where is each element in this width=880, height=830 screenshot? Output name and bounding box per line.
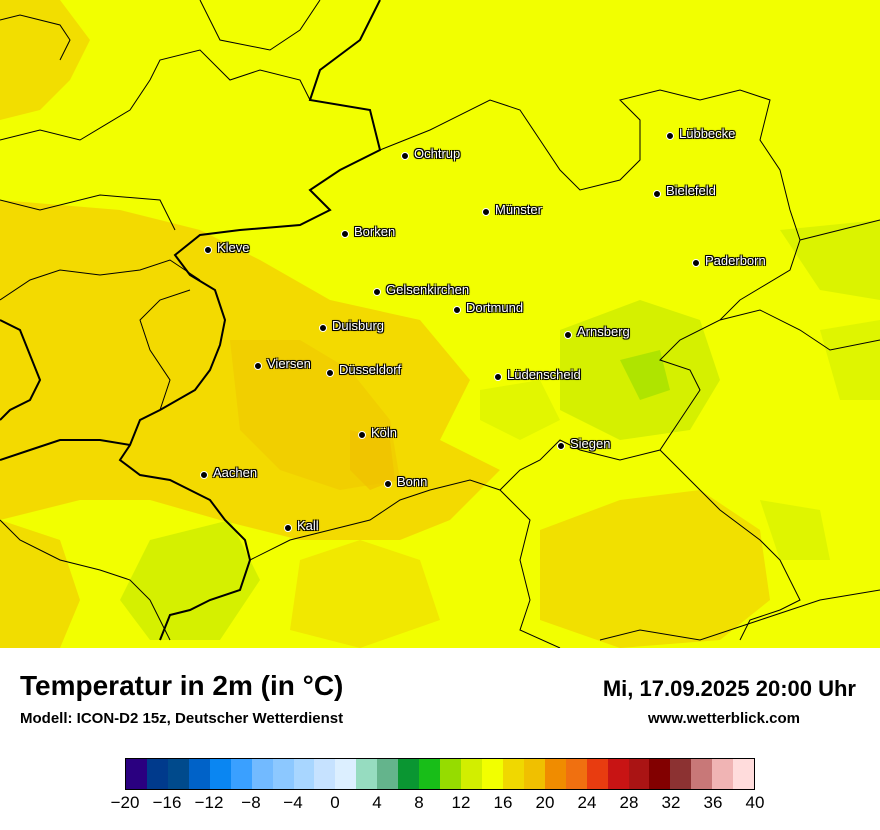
city-label-aachen: Aachen (213, 465, 258, 480)
city-dot-aachen (200, 471, 208, 479)
city-label-ochtrup: Ochtrup (414, 146, 461, 161)
city-dot-dortmund (453, 306, 461, 314)
city-label-gelsenkirchen: Gelsenkirchen (386, 282, 470, 297)
colorbar-segment (272, 759, 294, 789)
city-label-kall: Kall (297, 518, 319, 533)
colorbar-segment (209, 759, 231, 789)
city-dot-arnsberg (564, 331, 572, 339)
city-dot-kall (284, 524, 292, 532)
colorbar-segment (481, 759, 503, 789)
colorbar-segment (440, 759, 461, 789)
colorbar-segment (691, 759, 713, 789)
city-label-bielefeld: Bielefeld (666, 183, 716, 198)
city-label-muenster: Münster (495, 202, 542, 217)
colorbar-tick-label: 4 (372, 793, 382, 812)
city-label-siegen: Siegen (570, 436, 611, 451)
colorbar-segment (628, 759, 650, 789)
city-label-arnsberg: Arnsberg (577, 324, 630, 339)
city-dot-duesseldorf (326, 369, 334, 377)
colorbar-tick-label: −16 (152, 793, 182, 812)
colorbar-segment (461, 759, 482, 789)
map-title: Temperatur in 2m (in °C) (20, 670, 344, 701)
colorbar-segment (670, 759, 692, 789)
city-label-borken: Borken (354, 224, 396, 239)
colorbar-segment (146, 759, 168, 789)
colorbar-segment (167, 759, 189, 789)
colorbar-tick-label: 8 (414, 793, 424, 812)
colorbar-segment (126, 759, 147, 789)
city-dot-luedenscheid (494, 373, 502, 381)
city-dot-bielefeld (653, 190, 661, 198)
city-label-luebbecke: Lübbecke (679, 126, 736, 141)
city-dot-ochtrup (401, 152, 409, 160)
city-dot-siegen (557, 442, 565, 450)
city-dot-bonn (384, 480, 392, 488)
city-label-viersen: Viersen (267, 356, 311, 371)
colorbar-segment (712, 759, 734, 789)
website-link[interactable]: www.wetterblick.com (648, 710, 800, 727)
colorbar-tick-label: 36 (703, 793, 723, 812)
colorbar-tick-label: 40 (745, 793, 765, 812)
city-label-kleve: Kleve (217, 240, 250, 255)
city-dot-viersen (254, 362, 262, 370)
colorbar-tick-label: −20 (110, 793, 140, 812)
city-label-duisburg: Duisburg (332, 318, 385, 333)
colorbar-tick-label: 20 (535, 793, 555, 812)
colorbar-segment (544, 759, 566, 789)
colorbar-tick-label: 24 (577, 793, 597, 812)
colorbar-segment (523, 759, 545, 789)
colorbar-tick-label: 0 (330, 793, 340, 812)
colorbar-segment (377, 759, 399, 789)
city-label-koeln: Köln (371, 425, 398, 440)
colorbar-segment (502, 759, 524, 789)
colorbar-segment (565, 759, 587, 789)
colorbar-segment (230, 759, 252, 789)
colorbar-tick-label: 28 (619, 793, 639, 812)
colorbar-ticks: −20 −16 −12 −8 −4 0 4 8 12 16 20 24 28 32 36 40 (111, 793, 765, 817)
city-dot-paderborn (692, 259, 700, 267)
colorbar-tick-label: 16 (493, 793, 513, 812)
temperature-map: Lübbecke Ochtrup Bielefeld Münster Borke… (0, 0, 880, 648)
model-info: Modell: ICON-D2 15z, Deutscher Wetterdie… (20, 710, 344, 727)
colorbar-tick-label: −12 (194, 793, 224, 812)
colorbar-tick-label: −8 (241, 793, 261, 812)
colorbar-segment (314, 759, 336, 789)
colorbar-segment (419, 759, 441, 789)
city-dot-koeln (358, 431, 366, 439)
colorbar-segment (293, 759, 315, 789)
city-dot-luebbecke (666, 132, 674, 140)
city-dot-duisburg (319, 324, 327, 332)
forecast-datetime: Mi, 17.09.2025 20:00 Uhr (602, 676, 856, 701)
colorbar-tick-label: 12 (451, 793, 471, 812)
city-label-luedenscheid: Lüdenscheid (507, 367, 581, 382)
city-dot-gelsenkirchen (373, 288, 381, 296)
temperature-colorbar (125, 758, 755, 790)
colorbar-segment (649, 759, 671, 789)
colorbar-tick-label: −4 (283, 793, 303, 812)
city-label-paderborn: Paderborn (705, 253, 766, 268)
colorbar-segment (188, 759, 210, 789)
colorbar-segment (733, 759, 755, 789)
colorbar-tick-label: 32 (661, 793, 681, 812)
city-dot-borken (341, 230, 349, 238)
colorbar-segment (251, 759, 273, 789)
colorbar-segment (586, 759, 608, 789)
colorbar-segment (398, 759, 420, 789)
colorbar-segment (607, 759, 629, 789)
city-label-duesseldorf: Düsseldorf (339, 362, 402, 377)
temperature-field (0, 0, 880, 648)
city-dot-kleve (204, 246, 212, 254)
colorbar-segment (335, 759, 357, 789)
colorbar-segment (356, 759, 378, 789)
city-label-bonn: Bonn (397, 474, 428, 489)
city-dot-muenster (482, 208, 490, 216)
city-label-dortmund: Dortmund (466, 300, 524, 315)
